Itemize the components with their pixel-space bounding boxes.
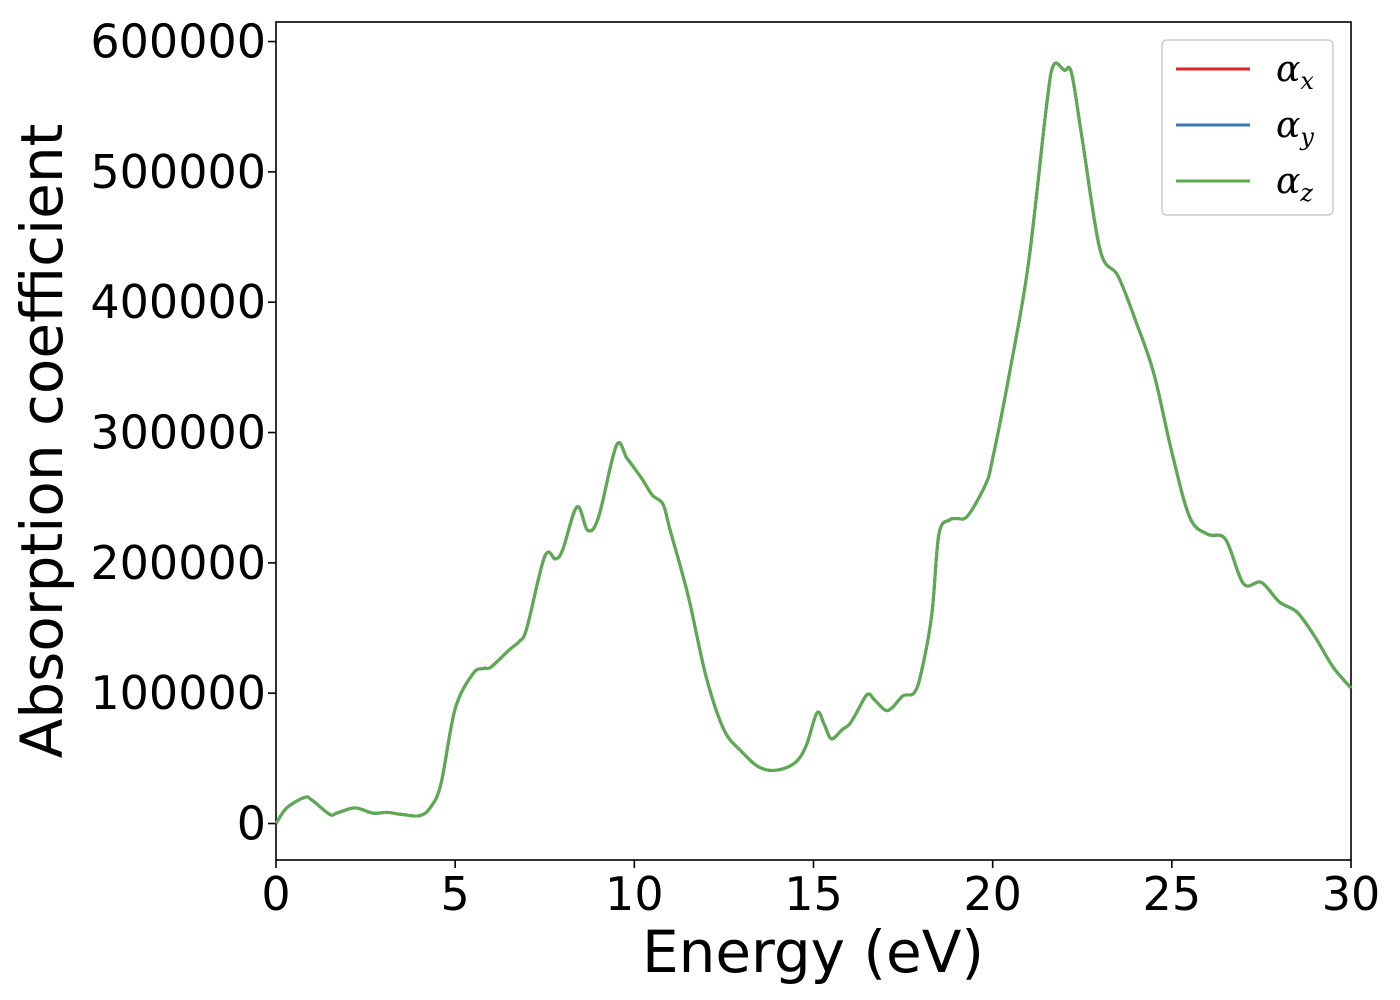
legend-item-alpha-y: αy: [1176, 105, 1314, 151]
legend-label: αx: [1276, 49, 1314, 95]
x-tick-label: 0: [261, 867, 290, 921]
legend: αx αy αz: [1161, 39, 1334, 216]
x-tick-label: 30: [1322, 867, 1381, 921]
x-tick-label: 15: [784, 867, 843, 921]
y-tick-label: 200000: [90, 536, 266, 590]
y-axis-label: Absorption coefficient: [8, 124, 76, 759]
series-lines: [274, 61, 1353, 825]
x-tick-label: 20: [963, 867, 1022, 921]
y-tick-label: 0: [237, 797, 266, 851]
x-axis: 0 5 10 15 20 25 30: [261, 860, 1380, 921]
x-tick-label: 25: [1143, 867, 1202, 921]
y-tick-label: 400000: [90, 275, 266, 329]
y-tick-label: 500000: [90, 145, 266, 199]
x-axis-label: Energy (eV): [642, 918, 984, 986]
y-axis: 0 100000 200000 300000 400000 500000 600000: [90, 15, 276, 851]
y-tick-label: 600000: [90, 15, 266, 69]
x-tick-label: 5: [441, 867, 470, 921]
legend-label: αz: [1276, 161, 1313, 207]
y-tick-label: 100000: [90, 666, 266, 720]
series-line-alpha-z: [274, 61, 1353, 825]
y-tick-label: 300000: [90, 406, 266, 460]
legend-frame: [1161, 39, 1334, 216]
legend-label: αy: [1276, 105, 1314, 151]
legend-item-alpha-z: αz: [1176, 161, 1313, 207]
x-tick-label: 10: [605, 867, 664, 921]
legend-item-alpha-x: αx: [1176, 49, 1314, 95]
